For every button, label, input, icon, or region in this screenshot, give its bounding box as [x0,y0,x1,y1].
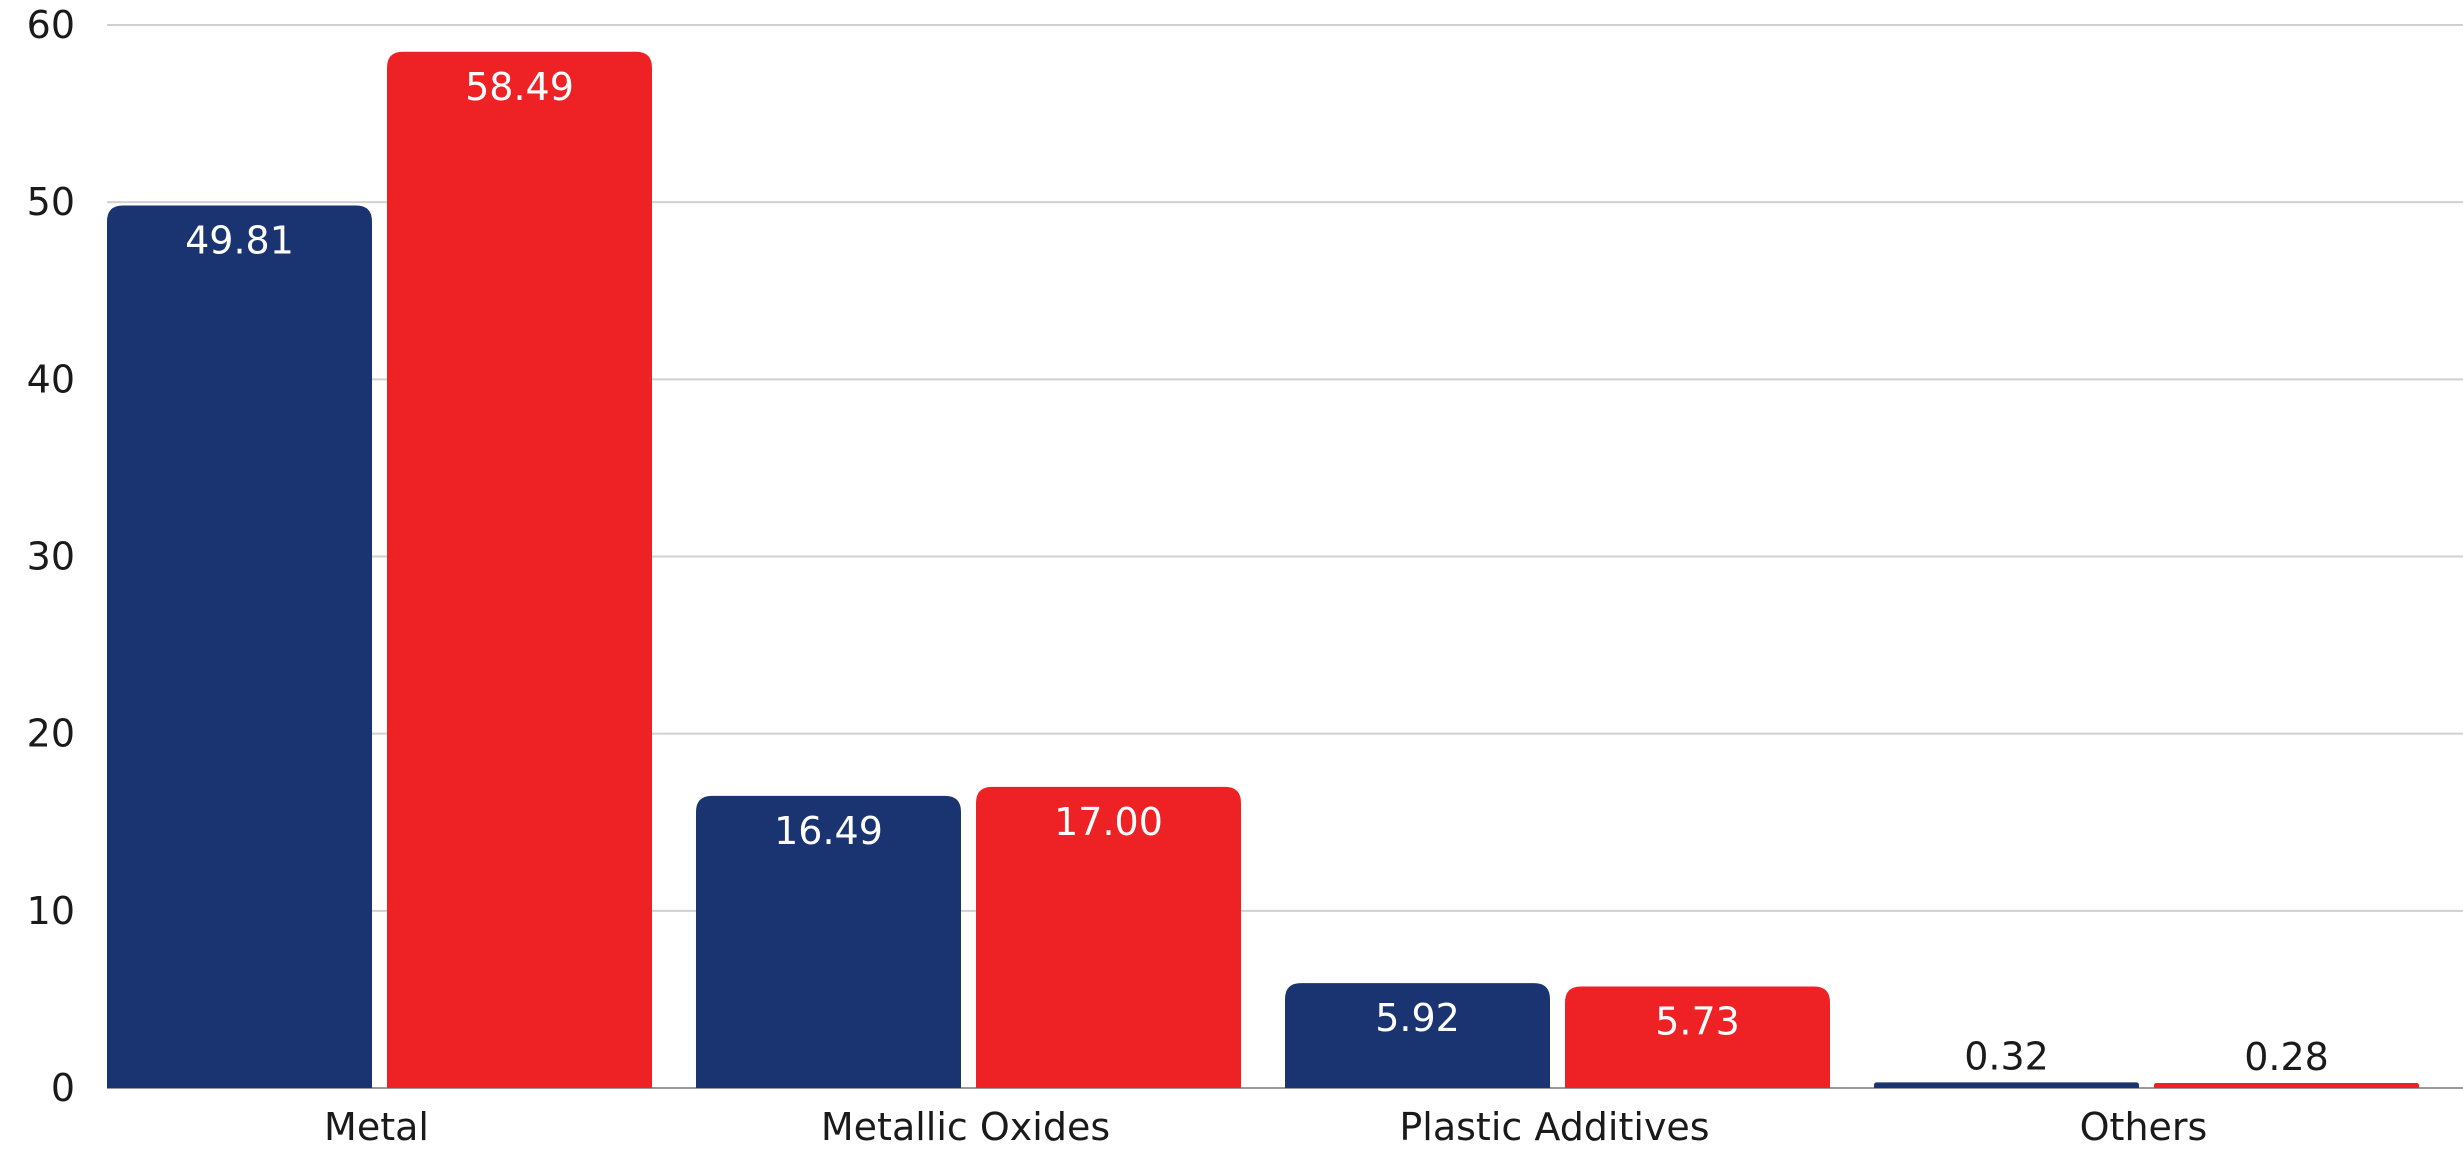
y-tick-label: 0 [51,1066,75,1110]
data-label: 0.28 [2244,1035,2329,1079]
x-axis-categories: Metal Metallic Oxides Plastic Additives Oth… [324,1105,2207,1149]
y-tick-label: 60 [27,3,75,47]
bar [107,205,372,1088]
bar [387,51,652,1088]
data-label: 0.32 [1964,1034,2049,1078]
data-label: 58.49 [465,65,574,109]
x-category-label: Others [2080,1105,2208,1149]
x-category-label: Metal [324,1105,429,1149]
bar [696,795,961,1088]
bar [1285,983,1550,1088]
data-label: 49.81 [185,219,294,263]
bar-series [107,51,2419,1088]
bar [2154,1083,2419,1088]
data-label: 16.49 [774,809,883,853]
data-label: 17.00 [1054,800,1163,844]
x-category-label: Plastic Additives [1399,1105,1709,1149]
y-tick-label: 30 [27,535,75,579]
y-tick-label: 50 [27,180,75,224]
bar [1874,1082,2139,1088]
data-labels: 49.81 58.49 16.49 17.00 5.92 5.73 0.32 0.28 [185,65,2329,1079]
data-label: 5.73 [1655,999,1740,1043]
y-axis-ticks: 0 10 20 30 40 50 60 [27,3,75,1110]
y-tick-label: 10 [27,889,75,933]
bar [1565,986,1830,1088]
x-category-label: Metallic Oxides [821,1105,1110,1149]
data-label: 5.92 [1375,996,1460,1040]
y-tick-label: 20 [27,712,75,756]
bar [976,786,1241,1088]
y-tick-label: 40 [27,357,75,401]
